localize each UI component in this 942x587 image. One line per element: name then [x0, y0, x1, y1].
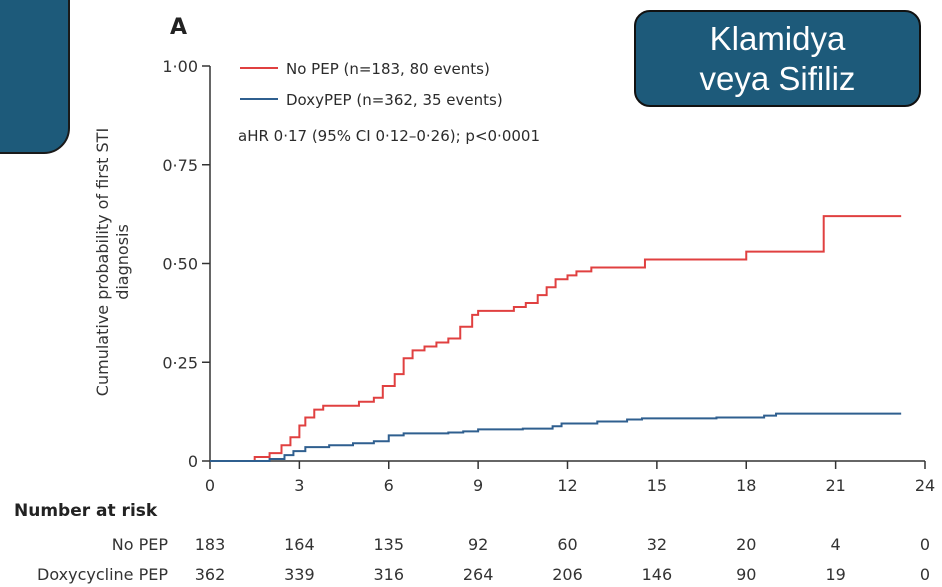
- risk-value: 90: [736, 565, 756, 584]
- x-tick-label: 15: [647, 476, 667, 495]
- y-tick-label: 0·25: [162, 353, 198, 372]
- risk-row-label-no-pep: No PEP: [112, 535, 169, 554]
- x-tick-label: 12: [557, 476, 577, 495]
- risk-value: 4: [831, 535, 841, 554]
- risk-value: 0: [920, 535, 930, 554]
- y-tick-label: 0: [188, 452, 198, 471]
- risk-value: 20: [736, 535, 756, 554]
- risk-value: 264: [463, 565, 494, 584]
- y-tick-label: 0·75: [162, 156, 198, 175]
- panel-label: A: [170, 15, 187, 40]
- x-tick-label: 3: [294, 476, 304, 495]
- risk-value: 0: [920, 565, 930, 584]
- legend-doxy-pep: DoxyPEP (n=362, 35 events): [286, 91, 503, 109]
- risk-value: 32: [647, 535, 667, 554]
- risk-value: 183: [195, 535, 226, 554]
- overlay-title-box: Klamidya veya Sifiliz: [634, 10, 921, 107]
- legend-no-pep: No PEP (n=183, 80 events): [286, 60, 490, 78]
- y-axis-label-line2: diagnosis: [113, 224, 132, 300]
- series-line-doxy-pep: [210, 412, 902, 462]
- x-tick-label: 0: [205, 476, 215, 495]
- risk-value: 135: [373, 535, 404, 554]
- risk-value: 206: [552, 565, 583, 584]
- series-line-no-pep: [210, 215, 902, 462]
- risk-value: 60: [557, 535, 577, 554]
- decorative-tab-shape: [0, 0, 70, 154]
- y-axis-label-line1: Cumulative probability of first STI: [93, 128, 112, 396]
- x-tick-label: 9: [473, 476, 483, 495]
- risk-value: 92: [468, 535, 488, 554]
- risk-value: 19: [825, 565, 845, 584]
- y-tick-label: 0·50: [162, 255, 198, 274]
- x-tick-label: 21: [825, 476, 845, 495]
- risk-row-label-doxy-pep: Doxycycline PEP: [37, 565, 168, 584]
- risk-value: 164: [284, 535, 315, 554]
- y-tick-label: 1·00: [162, 57, 198, 76]
- risk-value: 362: [195, 565, 226, 584]
- risk-table-title: Number at risk: [14, 501, 158, 521]
- risk-value: 316: [373, 565, 404, 584]
- risk-value: 146: [642, 565, 673, 584]
- x-tick-label: 18: [736, 476, 756, 495]
- overlay-title-line2: veya Sifiliz: [699, 60, 856, 97]
- x-tick-label: 24: [915, 476, 935, 495]
- x-tick-label: 6: [384, 476, 394, 495]
- overlay-title-line1: Klamidya: [709, 20, 846, 57]
- hazard-ratio-annotation: aHR 0·17 (95% CI 0·12–0·26); p<0·0001: [238, 127, 540, 145]
- risk-value: 339: [284, 565, 315, 584]
